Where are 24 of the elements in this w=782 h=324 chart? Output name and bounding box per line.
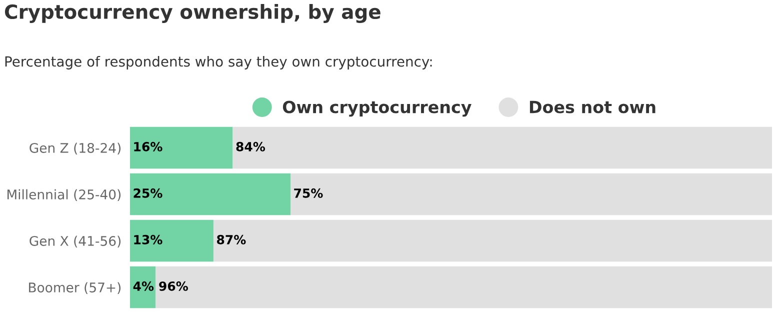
y-tick-label: Millennial (25-40) — [7, 189, 121, 201]
bar — [130, 126, 233, 169]
data-label: 87% — [217, 234, 246, 244]
y-tick-label: Gen Z (18-24) — [30, 142, 121, 154]
data-label: 16% — [134, 142, 162, 152]
data-label: 25% — [134, 188, 162, 198]
y-tick-label: Gen X (41-56) — [30, 236, 121, 248]
data-label: 84% — [236, 142, 266, 152]
y-tick-label: Boomer (57+) — [29, 282, 121, 294]
bar — [213, 220, 772, 262]
legend-label: Does not own — [530, 100, 656, 114]
chart-subtitle: Percentage of respondents who say they own cryptocurrency: — [5, 56, 432, 70]
bar — [156, 266, 772, 308]
data-label: 96% — [159, 281, 188, 291]
chart-title: Cryptocurrency ownership, by age — [4, 4, 380, 23]
bar — [290, 173, 772, 216]
legend-label: Own cryptocurrency — [282, 100, 472, 117]
bar — [232, 126, 772, 169]
bar — [130, 266, 156, 308]
data-label: 4% — [133, 281, 154, 291]
data-label: 75% — [294, 188, 323, 198]
bar — [130, 173, 290, 216]
bar — [130, 220, 214, 262]
data-label: 13% — [134, 234, 162, 244]
